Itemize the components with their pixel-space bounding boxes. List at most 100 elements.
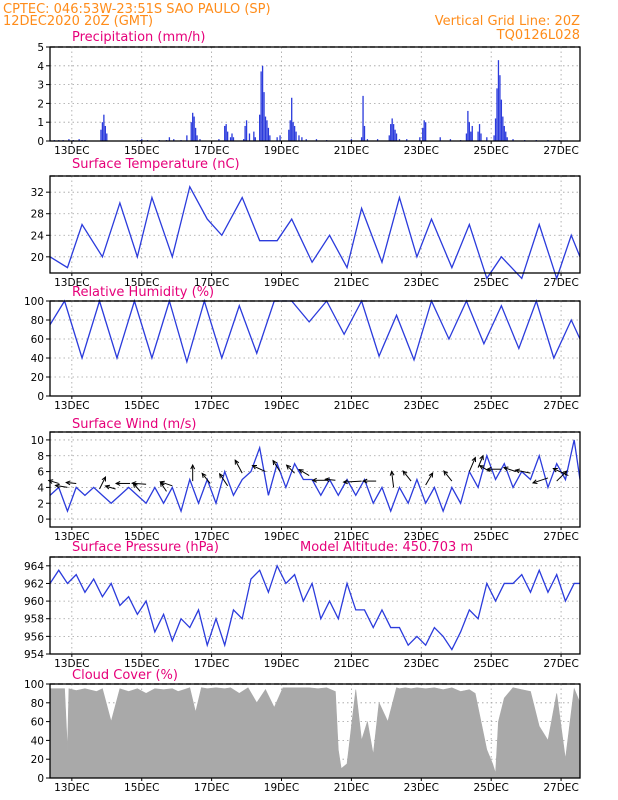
wind-arrow [251, 465, 266, 473]
wind-arrow-head [190, 463, 196, 470]
x-tick-label: 13DEC [54, 400, 89, 412]
x-tick-label: 21DEC [334, 658, 369, 670]
wind-arrow-shaft [55, 484, 68, 488]
precip-bar [225, 124, 227, 141]
precip-bar [192, 112, 194, 141]
x-tick-label: 15DEC [124, 782, 159, 794]
precip-bar [103, 114, 105, 141]
x-tick-label: 27DEC [543, 658, 578, 670]
wind-arrow-shaft [468, 457, 476, 472]
y-tick-label: 40 [31, 353, 44, 365]
precip-bar [506, 137, 508, 141]
pressure-title: Surface Pressure (hPa) [72, 540, 219, 555]
x-tick-label: 23DEC [404, 277, 439, 289]
precip-bar [232, 137, 235, 141]
precip-bar [295, 131, 297, 141]
x-tick-label: 13DEC [54, 782, 89, 794]
wind-arrow-shaft [234, 459, 243, 474]
wind-arrow-head [486, 466, 492, 472]
precip-bar [502, 116, 504, 141]
precip-bar [394, 129, 396, 141]
precip-bar [168, 137, 171, 141]
wind-arrow [468, 456, 477, 472]
x-tick-label: 17DEC [194, 400, 229, 412]
precip-bar [259, 114, 261, 141]
header-grid-line: Vertical Grid Line: 20Z [435, 14, 580, 29]
wind-arrow-shaft [99, 476, 106, 490]
precip-bar [104, 125, 106, 141]
precip-bar [471, 125, 473, 141]
precip-bar [423, 120, 425, 141]
wind-arrow [104, 484, 116, 490]
x-tick-label: 13DEC [54, 531, 89, 543]
precip-bar [244, 125, 246, 141]
precip-bar [245, 120, 248, 141]
header-date: 12DEC2020 20Z (GMT) [3, 14, 153, 29]
y-tick-label: 24 [31, 230, 45, 242]
precip-bar [173, 139, 175, 141]
precip-bar [186, 135, 188, 141]
precip-bar [141, 139, 143, 141]
y-tick-label: 2 [37, 98, 44, 110]
precip-bar [267, 127, 270, 141]
precip-bar [301, 137, 303, 141]
y-tick-label: 10 [31, 435, 44, 447]
y-tick-label: 20 [31, 754, 44, 766]
x-tick-label: 19DEC [264, 145, 299, 157]
x-tick-label: 17DEC [194, 531, 229, 543]
precip-bar [218, 139, 220, 141]
precip-bar [279, 135, 281, 141]
wind-panel: Surface Wind (m/s) 0 2 4 6 8 10 13DEC 15DEC 17DEC… [31, 417, 581, 543]
y-tick-label: 80 [31, 315, 44, 327]
precip-bar [253, 131, 255, 141]
wind-arrow-head [552, 467, 558, 473]
precip-bar [263, 92, 265, 141]
x-tick-label: 23DEC [404, 782, 439, 794]
x-tick-label: 27DEC [543, 145, 578, 157]
x-tick-label: 15DEC [124, 400, 159, 412]
x-tick-label: 17DEC [194, 658, 229, 670]
wind-arrow-head [389, 470, 395, 476]
y-tick-label: 4 [37, 61, 44, 73]
precip-bar [390, 124, 392, 141]
y-tick-label: 964 [24, 561, 44, 573]
series-line [49, 184, 581, 281]
humidity-title: Relative Humidity (%) [72, 285, 214, 300]
x-tick-label: 21DEC [334, 277, 369, 289]
precip-bar [406, 139, 408, 141]
wind-arrow-head [478, 464, 485, 470]
wind-arrow-shaft [286, 464, 295, 474]
x-tick-label: 15DEC [124, 658, 159, 670]
precip-bar [395, 133, 398, 141]
wind-arrow-head [514, 468, 520, 474]
wind-arrow-shaft [298, 469, 310, 476]
precip-bar [388, 135, 390, 141]
wind-arrow-head [104, 484, 111, 490]
precip-bar [392, 124, 395, 141]
wind-arrow [298, 468, 310, 476]
humidity-panel: Relative Humidity (%) 0 20 40 60 80 100 13DEC 15… [24, 285, 581, 412]
x-tick-label: 23DEC [404, 145, 439, 157]
wind-arrow-head [502, 466, 509, 472]
wind-arrow [114, 481, 131, 486]
wind-arrow [190, 463, 196, 482]
x-tick-label: 25DEC [473, 145, 508, 157]
y-tick-label: 32 [31, 187, 44, 199]
y-tick-label: 0 [37, 391, 44, 403]
precip-bar [194, 127, 197, 141]
precip-bar [439, 137, 441, 141]
x-tick-label: 21DEC [334, 145, 369, 157]
x-tick-label: 21DEC [334, 782, 369, 794]
precip-bar [350, 139, 353, 141]
wind-arrow-shaft [391, 471, 395, 488]
x-tick-label: 25DEC [473, 782, 508, 794]
wind-arrow-head [234, 459, 240, 465]
wind-arrow-head [272, 459, 278, 466]
x-tick-label: 17DEC [194, 277, 229, 289]
wind-arrow [443, 470, 453, 482]
wind-arrow-head [54, 483, 60, 489]
wind-arrow-head [65, 480, 71, 486]
x-tick-label: 25DEC [473, 531, 508, 543]
wind-arrow [342, 479, 362, 485]
